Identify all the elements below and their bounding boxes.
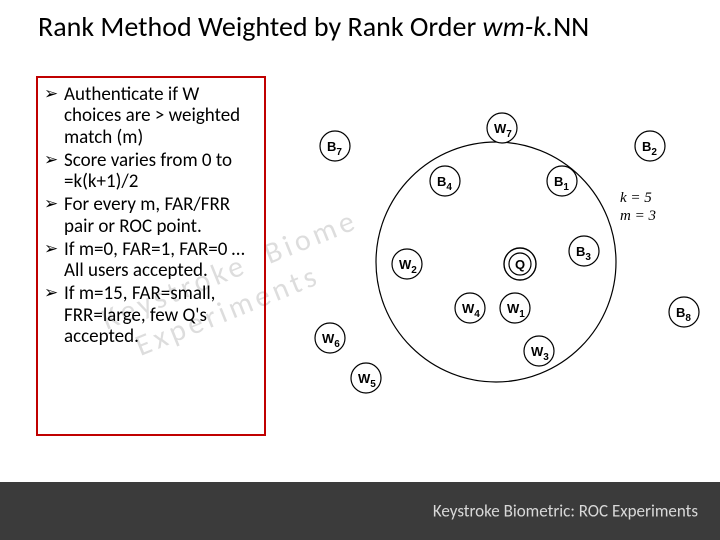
- bullet-box: Authenticate if W choices are > weighted…: [36, 76, 266, 436]
- diagram-svg: k = 5m = 3B7W7B2B4B1W2B3W4W1W3W6W5B8Q: [290, 76, 702, 416]
- title-prefix: Rank Method Weighted by Rank Order: [38, 9, 483, 44]
- bullet-item: For every m, FAR/FRR pair or ROC point.: [44, 194, 256, 237]
- svg-text:m = 3: m = 3: [620, 208, 656, 224]
- bullet-item: If m=0, FAR=1, FAR=0 …All users accepted…: [44, 239, 256, 282]
- slide-title: Rank Method Weighted by Rank Order wm-k.…: [38, 12, 698, 43]
- bullet-item: Score varies from 0 to =k(k+1)/2: [44, 150, 256, 193]
- bullet-item: Authenticate if W choices are > weighted…: [44, 84, 256, 148]
- title-suffix: NN: [553, 9, 589, 44]
- knn-diagram: k = 5m = 3B7W7B2B4B1W2B3W4W1W3W6W5B8Q: [290, 76, 702, 416]
- footer-bar: Keystroke Biometric: ROC Experiments: [0, 482, 720, 540]
- svg-text:Q: Q: [515, 257, 525, 272]
- title-italic: wm-k.: [483, 9, 554, 44]
- bullet-item: If m=15, FAR=small, FRR=large, few Q's a…: [44, 283, 256, 347]
- bullet-list: Authenticate if W choices are > weighted…: [44, 84, 256, 347]
- footer-text: Keystroke Biometric: ROC Experiments: [433, 501, 698, 522]
- svg-text:k = 5: k = 5: [620, 190, 652, 206]
